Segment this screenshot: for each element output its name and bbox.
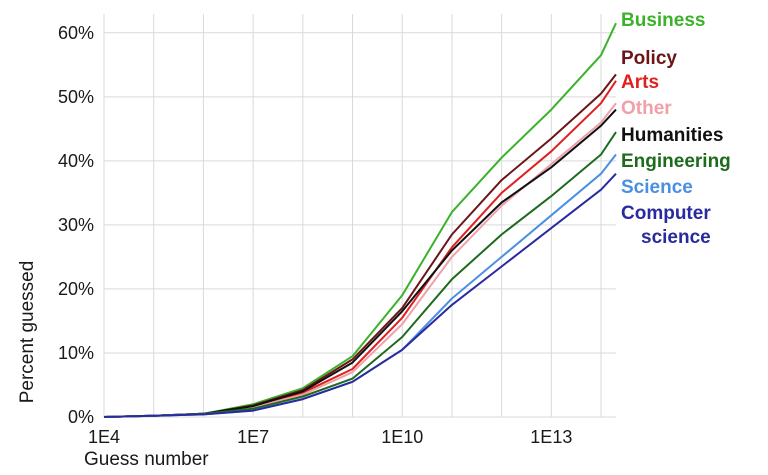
series-layer: [103, 22, 617, 418]
legend-label-engineering: Engineering: [621, 151, 731, 172]
legend-label-other: Other: [621, 98, 672, 119]
series-line-other: [103, 102, 617, 418]
legend-label-computer-science: science: [641, 227, 711, 248]
legend-label-business: Business: [621, 10, 705, 31]
y-axis-title: Percent guessed: [17, 261, 38, 404]
series-line-arts: [103, 80, 617, 418]
y-tick-label: 20%: [58, 279, 94, 299]
y-tick-label: 50%: [58, 87, 94, 107]
grid: [103, 14, 616, 418]
legend-label-computer-science: Computer: [621, 203, 711, 224]
x-tick-label: 1E7: [237, 427, 269, 447]
legend-label-humanities: Humanities: [621, 125, 723, 146]
legend-label-science: Science: [621, 177, 693, 198]
series-line-humanities: [103, 108, 617, 418]
y-tick-label: 10%: [58, 343, 94, 363]
y-tick-label: 40%: [58, 151, 94, 171]
legend-label-arts: Arts: [621, 72, 659, 93]
y-tick-label: 30%: [58, 215, 94, 235]
x-tick-label: 1E10: [381, 427, 423, 447]
y-axis-ticks: 0% 10% 20% 30% 40% 50% 60%: [58, 23, 94, 427]
x-axis-title: Guess number: [84, 449, 209, 470]
series-line-computer-science: [103, 173, 617, 418]
x-axis-ticks: 1E4 1E7 1E10 1E13: [88, 427, 572, 447]
series-line-business: [103, 22, 617, 418]
y-tick-label: 0%: [68, 407, 94, 427]
legend-label-policy: Policy: [621, 48, 677, 69]
x-tick-label: 1E4: [88, 427, 120, 447]
x-tick-label: 1E13: [530, 427, 572, 447]
y-tick-label: 60%: [58, 23, 94, 43]
legend: Business Policy Arts Other Humanities Enginee…: [621, 10, 731, 248]
